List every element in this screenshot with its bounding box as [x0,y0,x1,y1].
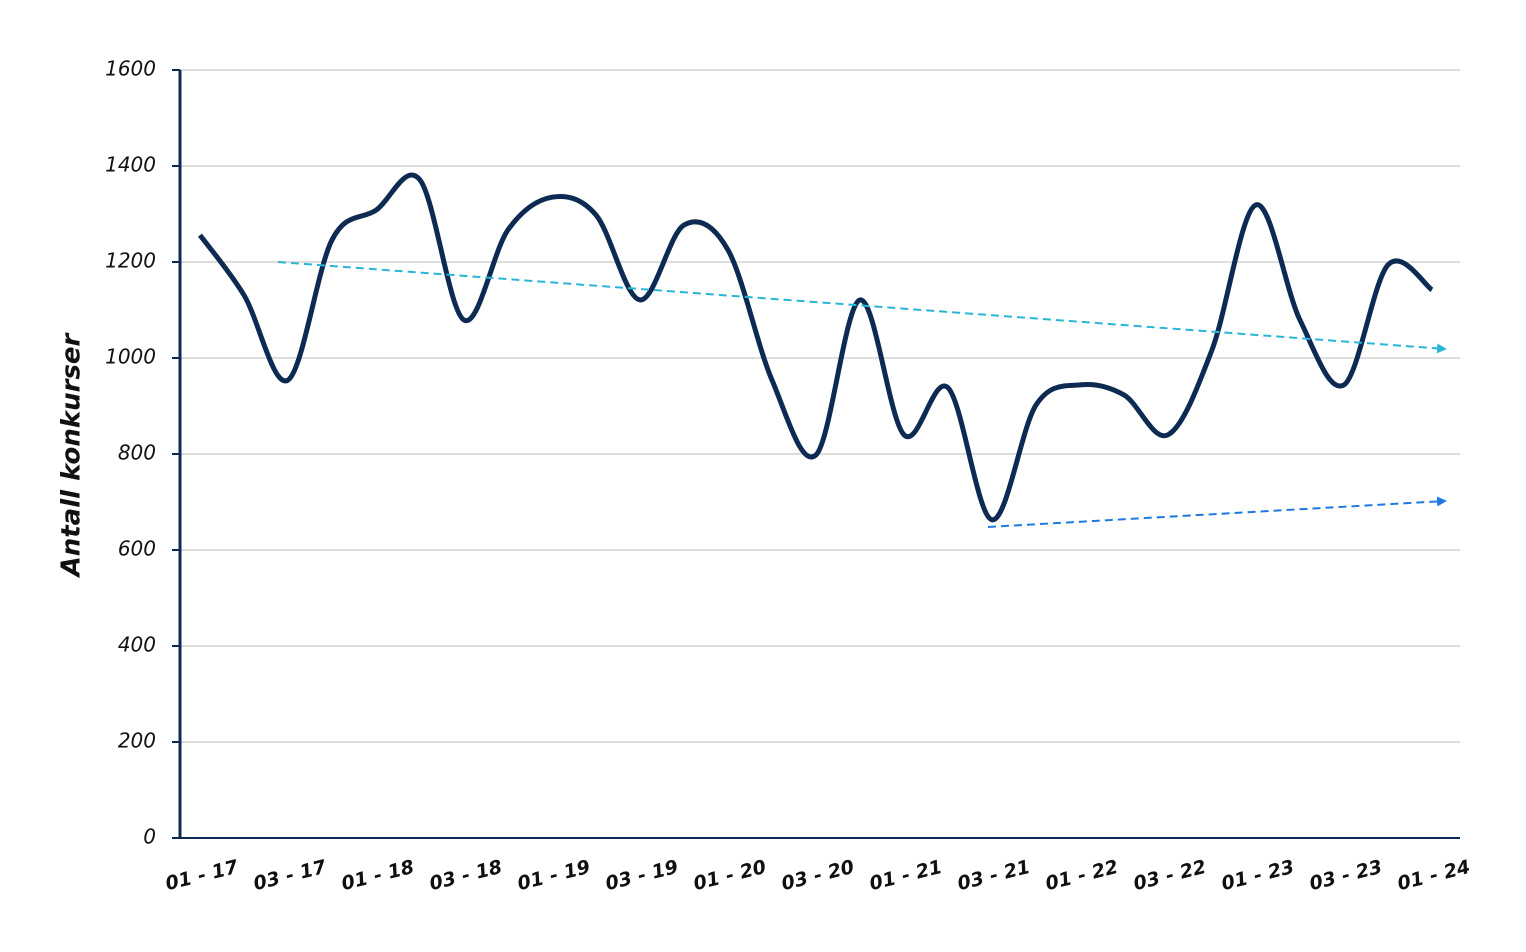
x-tick-label: 03 - 22 [1131,856,1208,895]
x-tick-label: 01 - 17 [163,856,241,895]
y-tick-label: 1600 [105,57,156,81]
x-tick-label: 03 - 21 [955,856,1032,895]
y-tick-label: 800 [118,441,156,465]
y-axis-title: Antall konkurser [57,331,87,578]
y-tick-label: 200 [118,729,156,753]
x-tick-label: 01 - 18 [339,856,416,895]
y-tick-label: 1200 [105,249,156,273]
y-tick-label: 0 [143,825,156,849]
y-tick-label: 400 [118,633,156,657]
y-tick-label: 1000 [105,345,156,369]
line [197,172,1434,523]
x-tick-label: 01 - 20 [691,856,768,895]
x-tick-label: 03 - 17 [251,856,329,895]
x-tick-label: 01 - 19 [515,856,592,895]
x-tick-label: 01 - 24 [1395,856,1472,895]
x-tick-label: 03 - 23 [1307,856,1384,895]
trend-arrow [987,496,1447,528]
x-tick-label: 01 - 22 [1043,856,1120,895]
y-tick-label: 600 [118,537,156,561]
x-tick-label: 01 - 23 [1219,856,1296,895]
y-tick-label: 1400 [105,153,156,177]
trend-arrow [277,261,1447,354]
x-tick-label: 03 - 18 [427,856,504,895]
x-tick-label: 01 - 21 [867,856,944,895]
x-tick-label: 03 - 19 [603,856,680,895]
x-tick-label: 03 - 20 [779,856,856,895]
